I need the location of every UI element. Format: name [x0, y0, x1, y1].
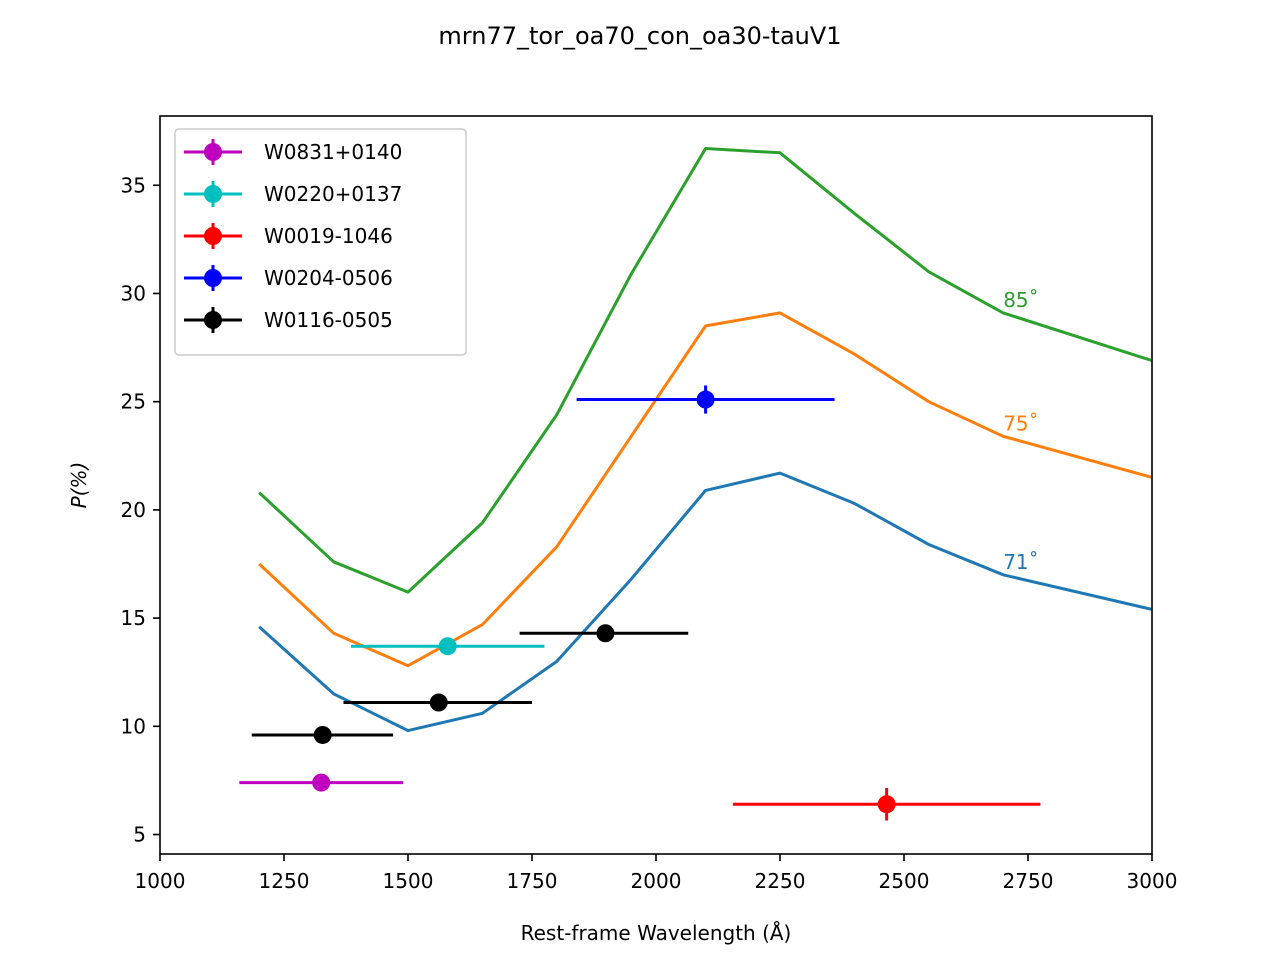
data-point — [343, 693, 532, 712]
legend-entry: W0116-0505 — [184, 307, 393, 333]
data-point — [519, 624, 689, 643]
legend-marker — [204, 311, 222, 329]
point-marker — [696, 390, 715, 409]
curve-label-1: 71˚ — [1003, 550, 1038, 574]
x-tick-label: 3000 — [1127, 869, 1178, 893]
legend-label: W0220+0137 — [264, 182, 402, 206]
model-curve-2 — [258, 311, 1152, 668]
model-curve-3 — [258, 147, 1152, 594]
legend-label: W0019-1046 — [264, 224, 393, 248]
x-tick-label: 2500 — [879, 869, 930, 893]
x-axis-title: Rest-frame Wavelength (Å) — [521, 921, 792, 945]
curve-label-3: 85˚ — [1003, 288, 1038, 312]
data-point — [251, 725, 394, 744]
plot-area: 71˚ 75˚ 85˚ — [159, 115, 1153, 855]
legend: W0831+0140 W0220+0137 W0019-1046 W0204-0506… — [174, 128, 467, 356]
legend-marker — [204, 185, 222, 203]
model-curve-1 — [258, 471, 1152, 733]
y-tick-label: 25 — [121, 390, 146, 414]
data-point — [576, 385, 835, 414]
curve-label-2: 75˚ — [1003, 411, 1038, 435]
y-tick-label: 10 — [121, 714, 146, 738]
chart-title: mrn77_tor_oa70_con_oa30-tauV1 — [438, 22, 841, 50]
x-tick-label: 1750 — [507, 869, 558, 893]
legend-marker — [204, 227, 222, 245]
x-tick-label: 2250 — [755, 869, 806, 893]
y-tick-label: 20 — [121, 498, 146, 522]
y-tick-label: 15 — [121, 606, 146, 630]
point-marker — [313, 725, 332, 744]
x-tick-label: 1000 — [135, 869, 186, 893]
y-tick-label: 5 — [133, 823, 146, 847]
legend-marker — [204, 143, 222, 161]
data-point — [350, 637, 545, 656]
legend-label: W0831+0140 — [264, 140, 402, 164]
y-tick-label: 30 — [121, 281, 146, 305]
data-point — [239, 773, 404, 792]
point-marker — [312, 773, 331, 792]
y-axis-title: P(%) — [67, 462, 91, 509]
legend-entry: W0831+0140 — [184, 139, 402, 165]
legend-label: W0204-0506 — [264, 266, 393, 290]
legend-marker — [204, 269, 222, 287]
x-tick-label: 1250 — [259, 869, 310, 893]
point-marker — [596, 624, 615, 643]
y-tick-label: 35 — [121, 173, 146, 197]
point-marker — [429, 693, 448, 712]
legend-box — [174, 128, 467, 356]
legend-entry: W0220+0137 — [184, 181, 402, 207]
legend-entry: W0204-0506 — [184, 265, 393, 291]
legend-label: W0116-0505 — [264, 308, 393, 332]
legend-entry: W0019-1046 — [184, 223, 393, 249]
y-axis: 5 10 15 20 25 30 35 — [121, 173, 160, 847]
point-marker — [438, 637, 457, 656]
data-point — [732, 787, 1041, 821]
plot-content — [239, 147, 1152, 821]
x-tick-label: 2000 — [631, 869, 682, 893]
x-tick-label: 2750 — [1003, 869, 1054, 893]
x-tick-label: 1500 — [383, 869, 434, 893]
point-marker — [877, 795, 896, 814]
x-axis: 1000 1250 1500 1750 2000 2250 2500 2750 3000 — [135, 854, 1178, 893]
